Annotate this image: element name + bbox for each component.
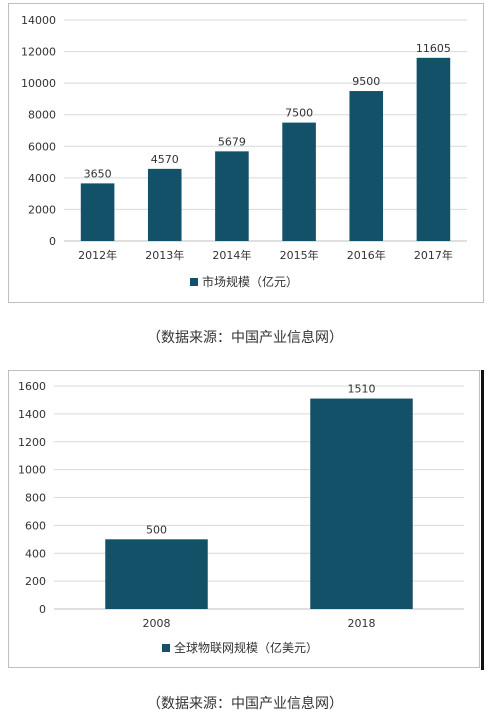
chart2-ytick-label-5: 1000 — [18, 464, 46, 477]
chart1-ytick-label-2: 4000 — [28, 172, 56, 185]
chart2-bar-1 — [310, 398, 413, 609]
chart1-plot: 0 2000 4000 6000 8000 10000 12000 14000 3650 2012… — [21, 14, 467, 262]
chart1-bar-0 — [80, 183, 115, 241]
chart1-ytick-label-4: 8000 — [28, 109, 56, 122]
chart1-ytick-label-0: 0 — [49, 235, 56, 248]
chart1-xtick-label-1: 2013年 — [145, 248, 184, 262]
chart1-bar-4 — [349, 91, 384, 242]
chart1-xtick-label-4: 2016年 — [347, 248, 386, 262]
chart1-data-label-2: 5679 — [218, 135, 246, 148]
chart2-ytick-label-7: 1400 — [18, 408, 46, 421]
chart2-data-label-0: 500 — [146, 523, 167, 536]
chart1-data-label-0: 3650 — [84, 167, 112, 180]
chart2-xtick-label-0: 2008 — [143, 617, 171, 630]
chart2-data-label-1: 1510 — [348, 383, 376, 396]
chart2-bar-0 — [105, 539, 208, 609]
iot-size-bar-chart: 0 200 400 600 800 1000 1200 1400 1600 500 2008 1510… — [18, 380, 464, 655]
chart2-ytick-label-1: 200 — [25, 575, 46, 588]
chart2-ytick-label-6: 1200 — [18, 436, 46, 449]
market-size-bar-chart: 0 2000 4000 6000 8000 10000 12000 14000 3650 2012… — [21, 14, 467, 289]
source-caption-1: （数据来源：中国产业信息网） — [147, 330, 343, 346]
chart2-ytick-label-8: 1600 — [18, 380, 46, 393]
chart2-legend-label: 全球物联网规模（亿美元） — [174, 640, 318, 655]
chart2-plot: 0 200 400 600 800 1000 1200 1400 1600 500 2008 1510… — [18, 380, 464, 630]
chart1-legend-label: 市场规模（亿元） — [202, 274, 298, 289]
chart1-ytick-label-3: 6000 — [28, 140, 56, 153]
chart1-legend: 市场规模（亿元） — [190, 274, 298, 289]
chart-panel-market-size: 0 2000 4000 6000 8000 10000 12000 14000 3650 2012… — [8, 3, 484, 303]
chart2-xtick-label-1: 2018 — [348, 617, 376, 630]
chart1-bar-3 — [282, 122, 316, 241]
chart1-xtick-label-2: 2014年 — [212, 248, 251, 262]
chart-panel-iot-size: 0 200 400 600 800 1000 1200 1400 1600 500 2008 1510… — [8, 370, 480, 668]
chart1-ytick-label-6: 12000 — [21, 46, 56, 59]
chart2-ytick-label-3: 600 — [25, 519, 46, 532]
edge-divider — [481, 370, 484, 670]
chart2-legend-swatch — [162, 644, 170, 652]
chart1-data-label-4: 9500 — [352, 75, 380, 88]
chart2-ytick-label-2: 400 — [25, 547, 46, 560]
chart1-data-label-5: 11605 — [416, 42, 451, 55]
chart1-xtick-label-3: 2015年 — [280, 248, 319, 262]
chart1-data-label-3: 7500 — [285, 107, 313, 120]
chart2-legend: 全球物联网规模（亿美元） — [162, 640, 318, 655]
chart1-data-label-1: 4570 — [151, 153, 179, 166]
chart1-ytick-label-5: 10000 — [21, 77, 56, 90]
source-caption-2: （数据来源：中国产业信息网） — [147, 696, 343, 712]
chart1-bar-5 — [416, 57, 451, 241]
chart1-bar-1 — [147, 168, 182, 241]
chart1-xtick-label-0: 2012年 — [78, 248, 117, 262]
chart1-ytick-label-7: 14000 — [21, 14, 56, 27]
chart1-bar-2 — [215, 151, 249, 241]
chart1-xtick-label-5: 2017年 — [414, 248, 453, 262]
chart1-legend-swatch — [190, 278, 198, 286]
chart1-ytick-label-1: 2000 — [28, 203, 56, 216]
chart2-ytick-label-4: 800 — [25, 492, 46, 505]
chart2-ytick-label-0: 0 — [39, 603, 46, 616]
